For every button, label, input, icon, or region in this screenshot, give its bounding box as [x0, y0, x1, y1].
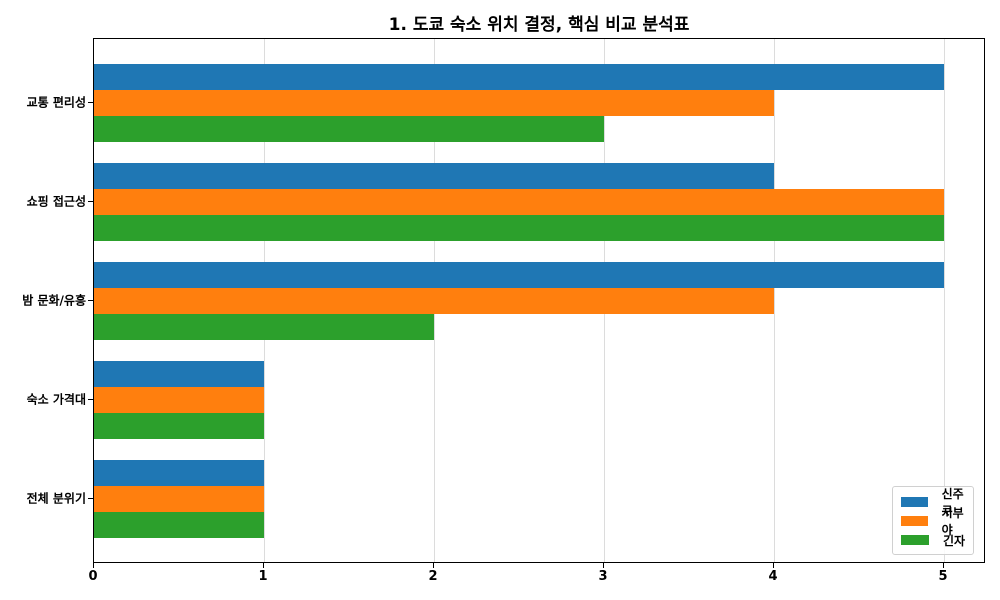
- x-tick: [93, 563, 94, 568]
- legend-swatch: [901, 535, 929, 545]
- y-tick-label: 전체 분위기: [26, 491, 86, 506]
- bar: [94, 486, 264, 512]
- legend: 신주쿠 시부야 긴자: [892, 486, 974, 555]
- chart-title: 1. 도쿄 숙소 위치 결정, 핵심 비교 분석표: [388, 15, 690, 35]
- y-tick-label: 숙소 가격대: [26, 392, 86, 407]
- legend-item: 긴자: [901, 531, 965, 549]
- bar: [94, 64, 944, 90]
- gridline: [944, 39, 945, 562]
- y-tick: [88, 300, 93, 301]
- legend-label: 긴자: [943, 533, 966, 548]
- bar: [94, 387, 264, 413]
- x-tick-label: 2: [428, 569, 438, 584]
- bar: [94, 90, 774, 116]
- x-tick-label: 4: [768, 569, 778, 584]
- x-tick-label: 3: [598, 569, 608, 584]
- bar: [94, 413, 264, 439]
- bar: [94, 361, 264, 387]
- bar: [94, 512, 264, 538]
- bar: [94, 163, 774, 189]
- x-tick: [603, 563, 604, 568]
- gridline: [774, 39, 775, 562]
- y-tick: [88, 399, 93, 400]
- bar: [94, 288, 774, 314]
- y-tick-label: 쇼핑 접근성: [26, 194, 86, 209]
- legend-swatch: [901, 497, 928, 507]
- bar: [94, 262, 944, 288]
- x-tick-label: 5: [938, 569, 948, 584]
- bar: [94, 460, 264, 486]
- bar: [94, 215, 944, 241]
- y-tick: [88, 498, 93, 499]
- legend-label: 시부야: [941, 506, 964, 537]
- x-tick-label: 0: [88, 569, 98, 584]
- legend-swatch: [901, 516, 928, 526]
- bar: [94, 116, 604, 142]
- x-tick: [943, 563, 944, 568]
- x-tick: [263, 563, 264, 568]
- bar: [94, 314, 434, 340]
- legend-item: 시부야: [901, 506, 973, 537]
- y-tick: [88, 102, 93, 103]
- y-tick-label: 교통 편리성: [26, 95, 86, 110]
- x-tick: [773, 563, 774, 568]
- bar: [94, 189, 944, 215]
- legend-item: 신주쿠: [901, 487, 973, 518]
- x-tick: [433, 563, 434, 568]
- legend-label: 신주쿠: [941, 487, 964, 518]
- plot-area: [93, 38, 985, 563]
- x-tick-label: 1: [258, 569, 268, 584]
- y-tick-label: 밤 문화/유흥: [22, 293, 86, 308]
- y-tick: [88, 201, 93, 202]
